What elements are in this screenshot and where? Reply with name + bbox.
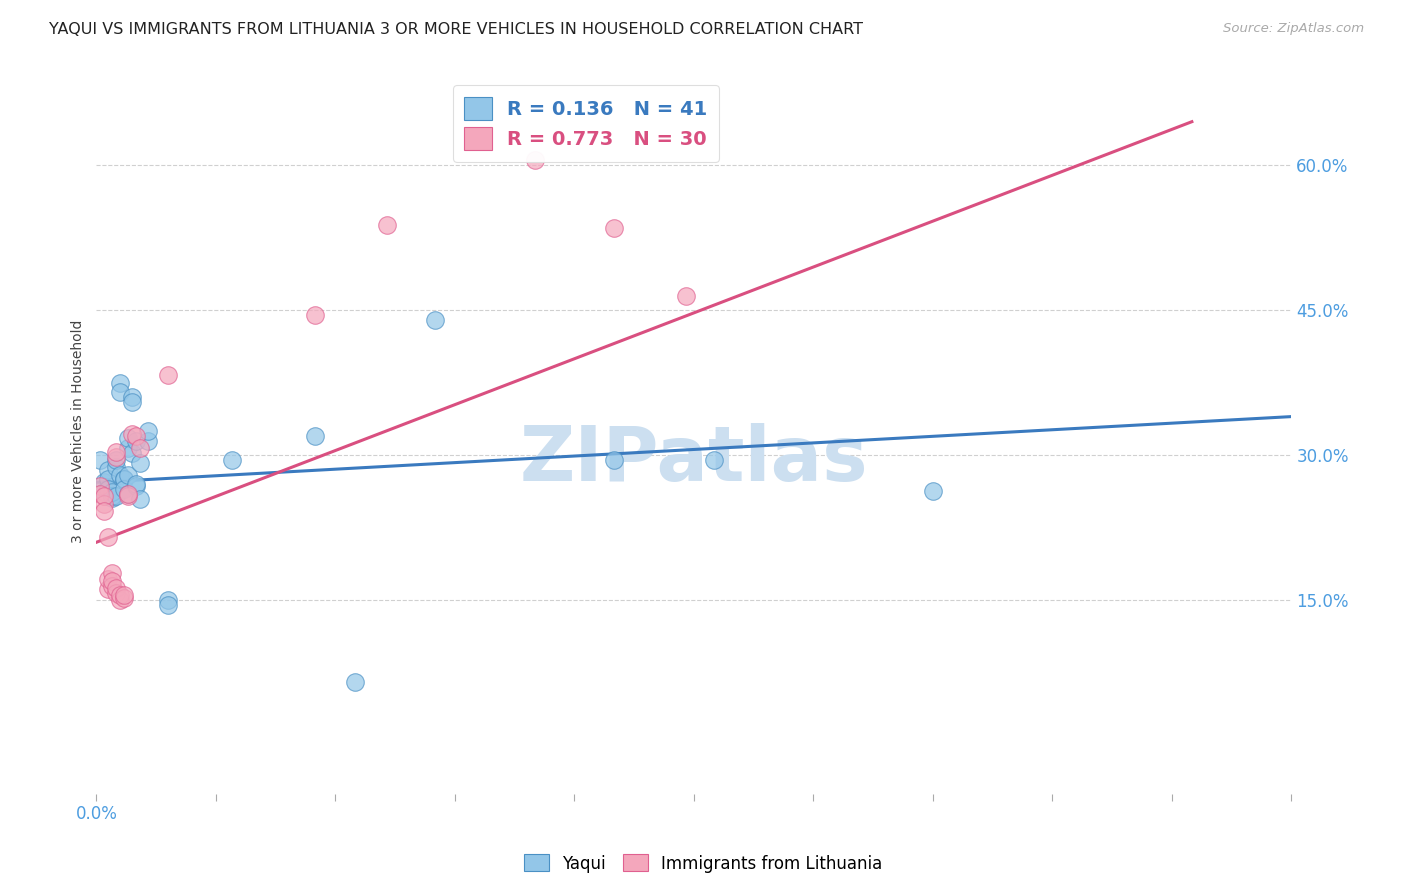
Point: [110, 376, 132, 390]
Legend: Yaqui, Immigrants from Lithuania: Yaqui, Immigrants from Lithuania: [517, 847, 889, 880]
Point: [112, 472, 135, 486]
Point: [110, 589, 132, 603]
Point: [375, 218, 398, 232]
Point: [121, 427, 143, 442]
Point: [97, 531, 120, 545]
Point: [603, 453, 626, 467]
Point: [97, 463, 120, 477]
Point: [105, 445, 128, 459]
Point: [105, 459, 128, 474]
Text: YAQUI VS IMMIGRANTS FROM LITHUANIA 3 OR MORE VEHICLES IN HOUSEHOLD CORRELATION C: YAQUI VS IMMIGRANTS FROM LITHUANIA 3 OR …: [49, 22, 863, 37]
Point: [117, 431, 139, 445]
Legend: R = 0.136   N = 41, R = 0.773   N = 30: R = 0.136 N = 41, R = 0.773 N = 30: [453, 86, 718, 161]
Point: [423, 313, 446, 327]
Point: [125, 477, 148, 491]
Point: [157, 598, 180, 612]
Point: [105, 489, 128, 503]
Point: [93, 475, 115, 490]
Point: [89, 479, 111, 493]
Point: [603, 221, 626, 235]
Point: [110, 467, 132, 482]
Point: [105, 450, 128, 465]
Point: [136, 424, 159, 438]
Point: [93, 489, 115, 503]
Point: [93, 485, 115, 500]
Point: [93, 497, 115, 511]
Point: [121, 390, 143, 404]
Point: [221, 453, 243, 467]
Point: [344, 675, 367, 690]
Point: [112, 472, 135, 486]
Point: [121, 446, 143, 460]
Point: [157, 593, 180, 607]
Point: [304, 429, 326, 443]
Point: [112, 591, 135, 606]
Point: [125, 479, 148, 493]
Point: [105, 581, 128, 595]
Point: [125, 429, 148, 443]
Point: [136, 434, 159, 448]
Point: [129, 491, 152, 506]
Point: [97, 472, 120, 486]
Y-axis label: 3 or more Vehicles in Household: 3 or more Vehicles in Household: [72, 319, 86, 543]
Point: [117, 441, 139, 455]
Point: [105, 585, 128, 599]
Point: [101, 574, 124, 588]
Point: [89, 453, 111, 467]
Point: [117, 487, 139, 501]
Point: [117, 489, 139, 503]
Point: [675, 289, 697, 303]
Point: [117, 467, 139, 482]
Point: [97, 482, 120, 496]
Point: [922, 483, 945, 498]
Point: [121, 395, 143, 409]
Point: [110, 385, 132, 400]
Point: [97, 582, 120, 596]
Text: Source: ZipAtlas.com: Source: ZipAtlas.com: [1223, 22, 1364, 36]
Point: [101, 485, 124, 500]
Point: [117, 487, 139, 501]
Point: [129, 456, 152, 470]
Text: ZIPatlas: ZIPatlas: [520, 423, 869, 497]
Point: [125, 434, 148, 448]
Point: [101, 579, 124, 593]
Point: [105, 453, 128, 467]
Point: [101, 566, 124, 581]
Point: [304, 308, 326, 322]
Point: [157, 368, 180, 382]
Point: [101, 489, 124, 503]
Point: [93, 504, 115, 518]
Point: [523, 153, 546, 168]
Point: [97, 572, 120, 586]
Point: [112, 482, 135, 496]
Point: [89, 487, 111, 501]
Point: [101, 491, 124, 505]
Point: [110, 593, 132, 607]
Point: [112, 589, 135, 603]
Point: [129, 441, 152, 455]
Point: [703, 453, 725, 467]
